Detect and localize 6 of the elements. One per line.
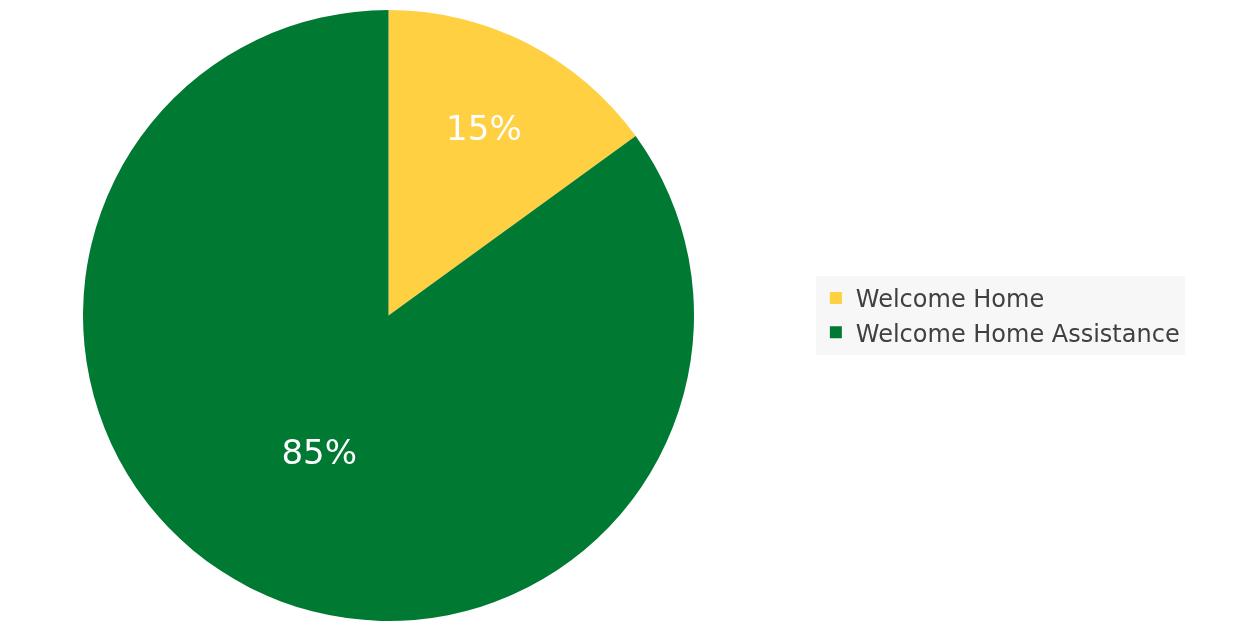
pie-slice <box>83 10 694 621</box>
data-label: 15% <box>446 108 522 149</box>
legend-label: Welcome Home Assistance <box>855 319 1180 348</box>
data-label: 85% <box>281 431 357 472</box>
legend-label: Welcome Home <box>855 285 1045 314</box>
pie-slice <box>388 10 636 316</box>
